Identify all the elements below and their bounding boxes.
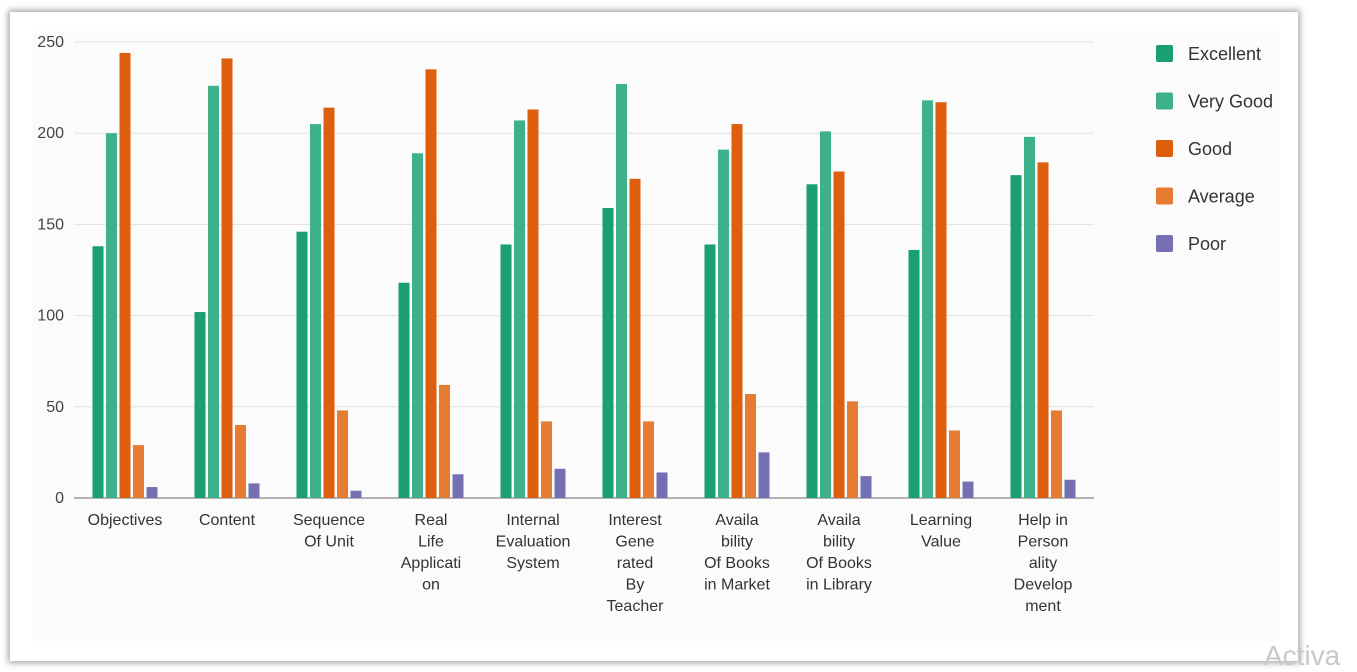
bar-very-good xyxy=(1024,136,1035,498)
x-tick-label: Availa bility Of Books in Library xyxy=(806,512,872,594)
bar-excellent xyxy=(296,231,308,499)
bar-very-good xyxy=(412,153,423,498)
bar-poor xyxy=(758,452,770,498)
bar-average xyxy=(847,401,858,498)
legend-swatch xyxy=(1156,235,1173,252)
bar-very-good xyxy=(514,120,525,498)
legend-label: Very Good xyxy=(1188,92,1273,112)
x-tick-label: Interest Gene rated By Teacher xyxy=(607,512,665,615)
y-tick-label: 0 xyxy=(55,490,64,507)
y-tick-label: 50 xyxy=(46,399,64,416)
bar-very-good xyxy=(820,131,831,498)
bar-good xyxy=(221,58,233,498)
legend-label: Average xyxy=(1188,187,1255,207)
y-tick-label: 250 xyxy=(37,34,64,51)
x-tick-label: Learning Value xyxy=(910,512,972,551)
plot-background xyxy=(32,31,1280,641)
x-tick-label: Real Life Applicati on xyxy=(401,512,461,594)
bar-very-good xyxy=(718,149,729,498)
bar-poor xyxy=(248,483,260,498)
bar-very-good xyxy=(922,100,933,499)
bar-average xyxy=(949,430,960,498)
bar-very-good xyxy=(616,83,627,499)
bar-excellent xyxy=(602,207,614,498)
bar-average xyxy=(541,421,552,498)
bar-average xyxy=(439,384,450,498)
bar-poor xyxy=(452,474,464,498)
x-tick-label: Internal Evaluation System xyxy=(496,512,571,572)
bar-poor xyxy=(146,487,158,498)
bar-good xyxy=(731,124,743,498)
bar-excellent xyxy=(908,249,920,498)
x-tick-label: Availa bility Of Books in Market xyxy=(704,512,770,594)
bar-poor xyxy=(1064,479,1076,498)
bar-good xyxy=(323,107,335,498)
bar-good xyxy=(935,102,947,498)
y-tick-label: 100 xyxy=(37,308,64,325)
bar-poor xyxy=(350,490,362,498)
bar-poor xyxy=(656,472,668,498)
x-tick-label: Content xyxy=(199,512,256,529)
bar-good xyxy=(425,69,437,499)
legend-swatch xyxy=(1156,140,1173,157)
x-tick-label: Sequence Of Unit xyxy=(293,512,365,551)
bar-average xyxy=(133,445,144,498)
bar-poor xyxy=(962,481,974,498)
bar-very-good xyxy=(106,133,117,498)
x-tick-label: Help in Person ality Develop ment xyxy=(1014,512,1073,615)
legend-swatch xyxy=(1156,45,1173,62)
bar-excellent xyxy=(806,184,818,498)
bar-very-good xyxy=(310,124,321,498)
bar-average xyxy=(337,410,348,498)
bar-excellent xyxy=(1010,175,1022,499)
bar-good xyxy=(833,171,845,498)
bar-average xyxy=(643,421,654,498)
y-tick-label: 200 xyxy=(37,125,64,142)
bar-average xyxy=(235,425,246,498)
legend-label: Good xyxy=(1188,139,1232,159)
legend-swatch xyxy=(1156,92,1173,110)
bar-good xyxy=(119,52,131,498)
watermark-text: Activa xyxy=(1264,640,1341,671)
x-tick-label: Objectives xyxy=(88,512,163,529)
bar-poor xyxy=(554,468,566,498)
bar-average xyxy=(1051,410,1062,498)
bar-very-good xyxy=(208,85,219,498)
bar-excellent xyxy=(704,244,716,498)
bar-excellent xyxy=(398,282,410,498)
bar-poor xyxy=(860,476,872,498)
bar-excellent xyxy=(92,246,104,498)
legend-label: Poor xyxy=(1188,234,1226,254)
bar-good xyxy=(527,109,539,498)
bar-good xyxy=(629,178,641,499)
bar-excellent xyxy=(194,311,206,498)
y-tick-label: 150 xyxy=(37,216,64,233)
bar-good xyxy=(1037,162,1049,498)
bar-excellent xyxy=(500,244,512,498)
legend-swatch xyxy=(1156,187,1173,205)
legend-label: Excellent xyxy=(1188,44,1261,64)
bar-average xyxy=(745,394,756,498)
